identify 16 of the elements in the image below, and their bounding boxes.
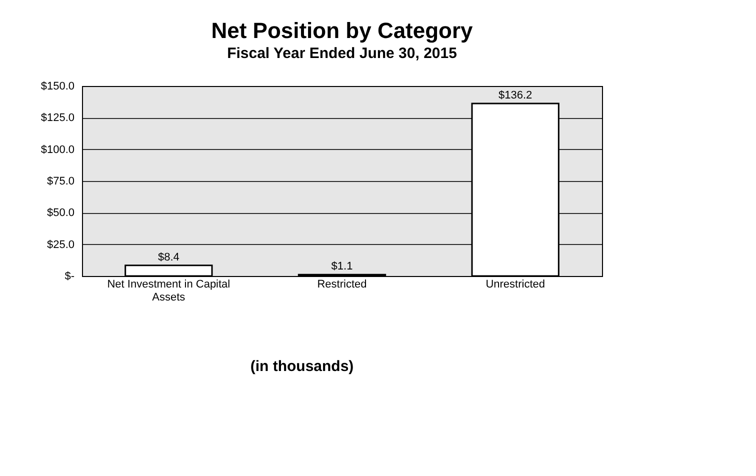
chart-subtitle: Fiscal Year Ended June 30, 2015 (227, 45, 457, 62)
x-tick-label: Unrestricted (486, 278, 545, 290)
chart-title: Net Position by Category (211, 18, 474, 43)
data-label: $8.4 (158, 251, 180, 264)
data-label: $136.2 (498, 89, 532, 102)
y-tick-label: $100.0 (40, 144, 74, 156)
y-tick-label: $50.0 (46, 207, 74, 220)
y-tick-label: $150.0 (40, 80, 74, 92)
x-tick-label: Restricted (317, 278, 367, 290)
y-tick-label: $25.0 (46, 238, 74, 251)
text: (in thousands) (250, 358, 354, 375)
y-tick-label: $75.0 (46, 176, 74, 188)
y-tick-label: $125.0 (40, 112, 74, 124)
data-label: $1.1 (331, 260, 353, 273)
x-tick-label: Net Investment in Capital Assets (107, 278, 230, 304)
y-tick-label: $- (64, 270, 75, 282)
